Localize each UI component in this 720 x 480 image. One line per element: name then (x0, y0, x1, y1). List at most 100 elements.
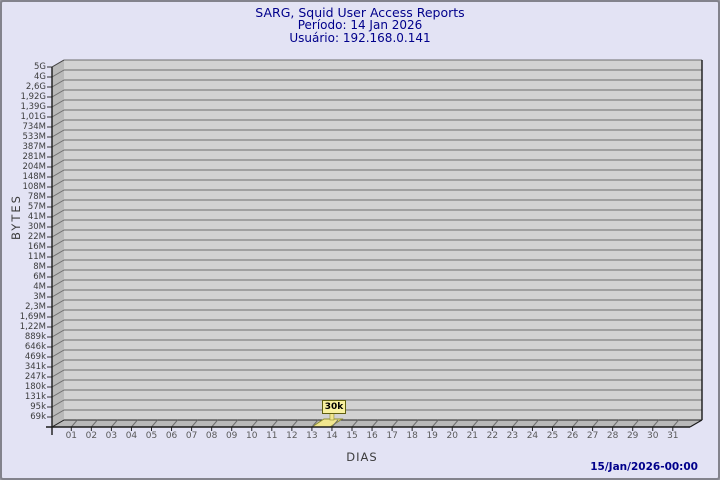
x-tick-label: 09 (225, 431, 238, 441)
y-tick-label: 5G (34, 62, 46, 72)
x-tick-label: 07 (185, 431, 198, 441)
x-tick-label: 15 (346, 431, 358, 441)
floor-day-line (211, 419, 219, 428)
y-tick-label: 148M (22, 172, 46, 182)
y-tick-label: 247k (24, 372, 46, 382)
floor-day-line (131, 419, 138, 428)
floor-day-line (451, 419, 459, 428)
wall-grid-line (51, 79, 65, 88)
wall-grid-line (51, 259, 65, 268)
floor-day-line (90, 419, 98, 428)
wall-grid-line (51, 369, 65, 378)
wall-grid-line (51, 129, 65, 138)
y-tick-label: 30M (27, 222, 46, 232)
x-tick-label: 08 (205, 431, 218, 441)
y-tick-label: 1,92G (20, 92, 46, 102)
y-tick-label: 2,6G (25, 82, 46, 92)
x-tick-label: 11 (266, 431, 278, 441)
floor-day-line (612, 419, 620, 428)
y-tick-label: 281M (22, 152, 46, 162)
y-tick-label: 734M (22, 122, 46, 132)
wall-grid-line (51, 159, 65, 168)
y-tick-label: 1,69M (19, 312, 46, 322)
floor-day-line (411, 419, 419, 428)
x-tick-label: 30 (647, 431, 659, 441)
y-tick-label: 3M (33, 292, 46, 302)
floor-day-line (171, 419, 178, 428)
wall-grid-line (51, 339, 65, 348)
y-tick-label: 533M (22, 132, 46, 142)
wall-grid-line (51, 199, 65, 208)
x-tick-label: 21 (466, 431, 479, 441)
floor-day-line (572, 419, 579, 428)
x-tick-label: 04 (125, 431, 138, 441)
report-timestamp: 15/Jan/2026-00:00 (590, 461, 698, 473)
floor-day-line (111, 419, 118, 428)
floor-day-line (351, 419, 359, 428)
chart-title: SARG, Squid User Access Reports (255, 5, 465, 20)
y-tick-label: 108M (22, 182, 46, 192)
x-tick-label: 16 (366, 431, 378, 441)
y-tick-label: 341k (24, 362, 46, 372)
wall-grid-line (51, 329, 65, 338)
y-tick-label: 1,39G (20, 102, 46, 112)
wall-grid-line (51, 299, 65, 308)
y-tick-label: 889k (24, 332, 46, 342)
floor-day-line (512, 419, 519, 428)
floor-day-line (652, 419, 660, 428)
y-tick-label: 57M (27, 202, 46, 212)
y-tick-label: 4G (34, 72, 46, 82)
floor-day-line (632, 419, 640, 428)
wall-grid-line (51, 359, 65, 368)
data-bar-stem (329, 412, 335, 421)
floor-day-line (331, 419, 339, 428)
wall-grid-line (51, 249, 65, 258)
wall-top-edge (51, 59, 65, 68)
floor-day-line (491, 419, 499, 428)
y-tick-label: 16M (27, 242, 46, 252)
x-tick-label: 27 (586, 431, 599, 441)
wall-grid-line (51, 409, 65, 418)
y-tick-label: 204M (22, 162, 46, 172)
floor-day-line (552, 419, 559, 428)
x-tick-label: 22 (486, 431, 499, 441)
x-tick-label: 18 (406, 431, 418, 441)
wall-grid-line (51, 139, 65, 148)
y-tick-label: 11M (27, 252, 46, 262)
x-tick-label: 17 (386, 431, 398, 441)
wall-grid-line (51, 349, 65, 358)
y-tick-label: 22M (27, 232, 46, 242)
y-tick-label: 78M (27, 192, 46, 202)
x-tick-label: 06 (165, 431, 178, 441)
x-tick-label: 01 (65, 431, 78, 441)
x-tick-label: 24 (526, 431, 539, 441)
floor-day-line (311, 419, 319, 428)
wall-grid-line (51, 279, 65, 288)
x-tick-label: 23 (506, 431, 519, 441)
wall-grid-line (51, 179, 65, 188)
y-tick-label: 2,3M (25, 302, 46, 312)
x-tick-label: 03 (105, 431, 118, 441)
wall-grid-line (51, 99, 65, 108)
floor-day-line (191, 419, 198, 428)
wall-grid-line (51, 109, 65, 118)
y-tick-label: 6M (33, 272, 46, 282)
wall-bottom-edge (51, 419, 65, 428)
x-tick-label: 05 (145, 431, 158, 441)
floor-day-line (291, 419, 299, 428)
wall-grid-line (51, 209, 65, 218)
y-tick-label: 8M (33, 262, 46, 272)
x-axis-title: DIAS (346, 450, 378, 464)
floor-day-line (592, 419, 599, 428)
floor-day-line (70, 419, 78, 428)
floor (52, 420, 702, 427)
x-tick-label: 14 (326, 431, 338, 441)
y-tick-label: 1,22M (19, 322, 46, 332)
wall-grid-line (51, 149, 65, 158)
wall-grid-line (51, 229, 65, 238)
y-tick-label: 469k (24, 352, 46, 362)
chart-title-block: SARG, Squid User Access Reports Período:… (2, 6, 718, 45)
y-tick-label: 387M (22, 142, 46, 152)
wall-grid-line (51, 289, 65, 298)
